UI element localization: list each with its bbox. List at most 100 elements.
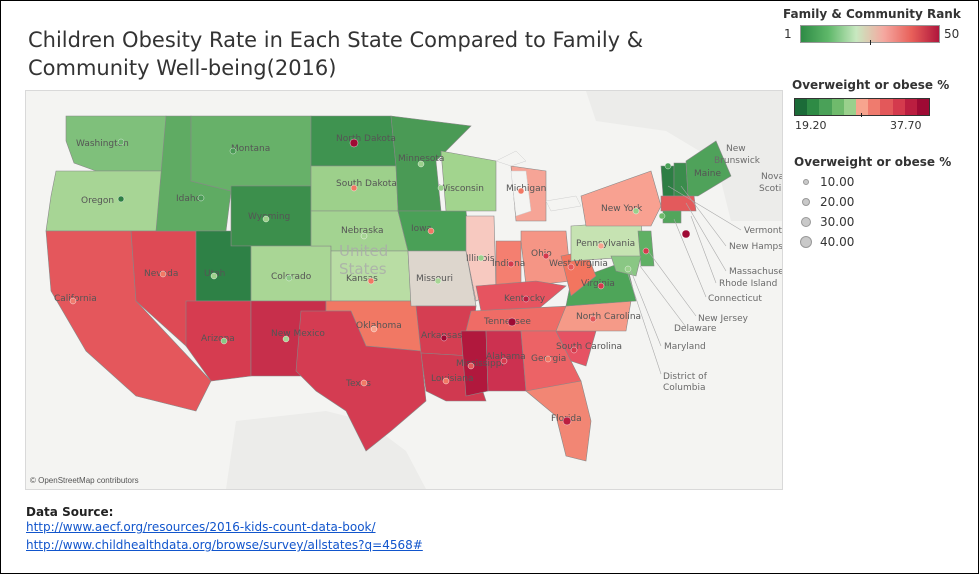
svg-text:Alabama: Alabama	[486, 352, 526, 362]
rank-legend-min: 1	[784, 27, 792, 41]
color-legend-min: 19.20	[795, 119, 827, 132]
state-kentucky	[475, 280, 567, 312]
svg-text:Washington: Washington	[76, 139, 129, 149]
svg-text:Missouri: Missouri	[416, 274, 453, 284]
svg-text:Iowa: Iowa	[411, 224, 432, 234]
callout-lines	[627, 185, 742, 375]
svg-text:Michigan: Michigan	[506, 184, 546, 194]
color-legend-title: Overweight or obese %	[792, 78, 950, 92]
color-step	[892, 99, 905, 115]
svg-text:Virginia: Virginia	[581, 279, 615, 289]
callout-labels: Vermont New Hamps Massachuse Rhode Islan…	[663, 226, 782, 393]
svg-text:Wyoming: Wyoming	[248, 212, 290, 222]
state-massachusetts	[660, 195, 697, 212]
svg-text:North Dakota: North Dakota	[336, 134, 396, 144]
source-link-aecf[interactable]: http://www.aecf.org/resources/2016-kids-…	[26, 520, 376, 534]
svg-text:South Dakota: South Dakota	[336, 179, 397, 189]
canada-east-region	[586, 91, 782, 221]
svg-text:Vermont: Vermont	[744, 226, 782, 236]
color-step	[795, 99, 808, 115]
color-step	[843, 99, 856, 115]
state-maine	[685, 140, 732, 197]
svg-text:West Virginia: West Virginia	[549, 259, 608, 269]
size-legend-title: Overweight or obese %	[794, 155, 952, 169]
color-legend-max: 37.70	[890, 119, 922, 132]
state-maryland	[610, 255, 642, 277]
size-circle-icon	[802, 198, 810, 206]
size-legend-item[interactable]: 30.00	[800, 215, 854, 229]
state-florida	[525, 380, 592, 462]
state-iowa	[397, 210, 472, 252]
svg-text:Ohio: Ohio	[531, 249, 552, 259]
svg-text:New York: New York	[601, 204, 643, 214]
svg-text:Wisconsin: Wisconsin	[439, 184, 484, 194]
svg-text:Delaware: Delaware	[674, 324, 717, 334]
overweight-color-ramp[interactable]	[794, 98, 930, 116]
data-source-label: Data Source:	[26, 505, 114, 519]
color-step	[880, 99, 893, 115]
color-step	[855, 99, 869, 115]
svg-text:Tennessee: Tennessee	[483, 317, 531, 327]
province-label: New	[726, 144, 746, 154]
province-label: Nova	[761, 172, 782, 182]
state-new-york	[580, 170, 662, 227]
size-legend-item[interactable]: 40.00	[800, 235, 854, 249]
size-circle-icon	[803, 179, 809, 185]
svg-text:Maryland: Maryland	[664, 342, 706, 352]
size-legend-item[interactable]: 20.00	[800, 195, 854, 209]
svg-text:Mississippi: Mississippi	[456, 359, 504, 369]
svg-text:New Mexico: New Mexico	[271, 329, 325, 339]
state-connecticut	[662, 210, 682, 224]
color-step	[904, 99, 917, 115]
size-circle-icon	[800, 236, 812, 248]
source-link-childhealth[interactable]: http://www.childhealthdata.org/browse/su…	[26, 538, 423, 552]
svg-text:Massachuse: Massachuse	[729, 267, 782, 277]
country-label-line1: United	[339, 242, 388, 260]
state-shapes	[45, 115, 732, 462]
rank-ramp-tick	[870, 40, 871, 45]
country-label-line2: States	[339, 260, 387, 278]
color-step	[916, 99, 930, 115]
svg-text:New Jersey: New Jersey	[698, 314, 749, 324]
rank-dots	[69, 138, 691, 426]
svg-text:Nebraska: Nebraska	[341, 226, 383, 236]
svg-text:Louisiana: Louisiana	[431, 374, 474, 384]
svg-text:Connecticut: Connecticut	[708, 294, 762, 304]
svg-text:Oregon: Oregon	[81, 196, 114, 206]
svg-text:New Hamps: New Hamps	[729, 242, 782, 252]
size-circle-icon	[801, 217, 811, 227]
svg-text:South Carolina: South Carolina	[556, 342, 622, 352]
svg-text:Minnesota: Minnesota	[398, 154, 444, 164]
state-texas	[295, 310, 427, 452]
svg-text:Arizona: Arizona	[201, 334, 235, 344]
color-step	[831, 99, 844, 115]
page-title: Children Obesity Rate in Each State Comp…	[28, 28, 644, 80]
size-legend-item[interactable]: 10.00	[800, 175, 854, 189]
state-wisconsin	[440, 150, 497, 212]
svg-text:Maine: Maine	[694, 169, 721, 179]
color-step	[819, 99, 832, 115]
svg-text:Kansas: Kansas	[346, 274, 378, 284]
province-label: Scoti	[759, 184, 781, 194]
rank-legend-title: Family & Community Rank	[783, 7, 961, 21]
state-vermont	[660, 165, 675, 197]
svg-text:Columbia: Columbia	[663, 383, 706, 393]
province-label: Brunswick	[714, 156, 761, 166]
svg-text:District of: District of	[663, 372, 708, 382]
svg-text:Texas: Texas	[345, 379, 371, 389]
choropleth-map[interactable]: Washington Oregon Idaho Montana Wyoming …	[25, 90, 783, 490]
color-step	[868, 99, 881, 115]
svg-text:Idaho: Idaho	[176, 194, 202, 204]
color-step	[807, 99, 820, 115]
rank-legend-max: 50	[944, 27, 960, 41]
svg-text:Oklahoma: Oklahoma	[356, 321, 402, 331]
svg-text:North Carolina: North Carolina	[576, 312, 641, 322]
great-lakes	[495, 150, 582, 217]
svg-text:Montana: Montana	[231, 144, 270, 154]
svg-text:Rhode Island: Rhode Island	[719, 279, 777, 289]
map-canvas[interactable]: Washington Oregon Idaho Montana Wyoming …	[26, 91, 782, 489]
state-arizona	[185, 300, 252, 382]
svg-text:Pennsylvania: Pennsylvania	[576, 239, 635, 249]
overweight-ramp-tick	[861, 113, 862, 117]
map-attribution: © OpenStreetMap contributors	[30, 476, 139, 485]
